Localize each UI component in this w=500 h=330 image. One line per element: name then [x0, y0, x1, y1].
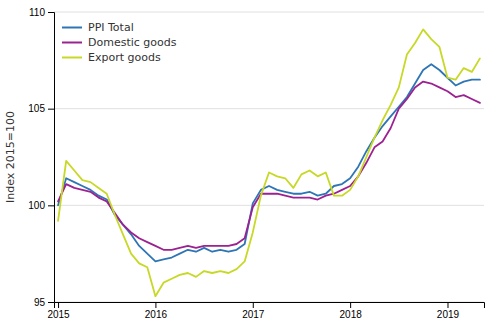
y-tick: 95	[34, 297, 54, 308]
x-tick-label: 2017	[242, 309, 265, 320]
lines	[58, 29, 480, 296]
chart: 95 100 105 110 2015 2016 2017 2018 2019 PPI Total…	[0, 0, 500, 330]
grid-line	[54, 108, 484, 109]
legend-swatch	[62, 27, 82, 29]
grid-line	[54, 12, 484, 13]
legend-swatch	[62, 42, 82, 44]
x-axis: 2015 2016 2017 2018 2019	[47, 302, 484, 320]
legend-item: PPI Total	[62, 21, 134, 34]
y-tick-mark	[48, 109, 54, 110]
x-tick-mark	[447, 302, 448, 308]
x-tick-label: 2015	[47, 309, 70, 320]
plot: 95 100 105 110 2015 2016 2017 2018 2019 PPI Total…	[28, 7, 484, 320]
x-tick-mark	[253, 302, 254, 308]
legend-label: Domestic goods	[88, 36, 177, 49]
y-tick-mark	[48, 302, 54, 303]
y-axis-title: Index 2015=100	[4, 111, 17, 203]
x-tick-label: 2019	[437, 309, 460, 320]
y-tick: 105	[28, 103, 54, 114]
series-line	[58, 29, 480, 296]
series-line	[58, 82, 480, 250]
legend-item: Domestic goods	[62, 36, 177, 49]
y-tick: 100	[28, 200, 54, 211]
y-axis: 95 100 105 110	[28, 7, 54, 308]
x-tick-label: 2016	[145, 309, 168, 320]
x-tick: 2015	[47, 302, 70, 320]
x-tick-mark	[350, 302, 351, 308]
x-tick: 2016	[145, 302, 168, 320]
y-tick-label: 95	[34, 297, 46, 308]
x-axis-line	[55, 303, 485, 309]
grid	[54, 12, 484, 302]
legend-item: Export goods	[62, 51, 161, 64]
y-axis-line	[48, 13, 55, 303]
legend-swatch	[62, 57, 82, 59]
y-tick-label: 110	[29, 7, 45, 18]
x-tick-mark	[58, 302, 59, 308]
y-tick: 110	[29, 7, 54, 18]
x-tick: 2018	[340, 302, 363, 320]
x-tick: 2019	[437, 302, 460, 320]
x-tick-mark	[155, 302, 156, 308]
x-tick: 2017	[242, 302, 265, 320]
legend-label: PPI Total	[88, 21, 134, 34]
y-tick-mark	[48, 12, 54, 13]
y-tick-label: 105	[28, 103, 45, 114]
legend-label: Export goods	[88, 51, 161, 64]
legend: PPI Total Domestic goods Export goods	[62, 21, 177, 64]
x-tick-label: 2018	[340, 309, 363, 320]
grid-line	[54, 205, 484, 206]
y-tick-mark	[48, 205, 54, 206]
y-tick-label: 100	[28, 200, 45, 211]
